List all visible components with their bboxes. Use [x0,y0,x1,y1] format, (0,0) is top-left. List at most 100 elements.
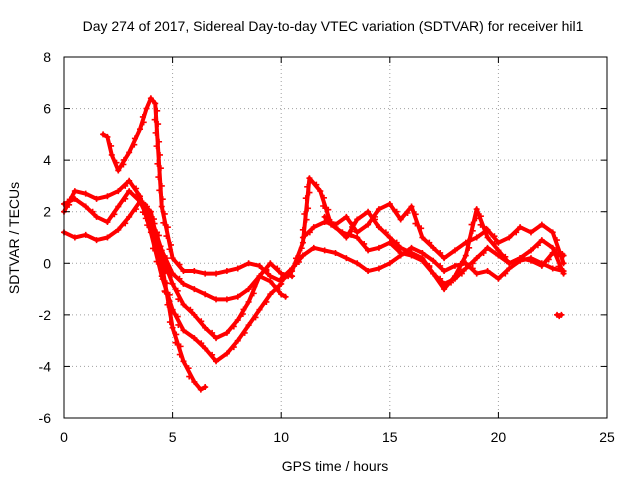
x-axis-ticks: 0 5 10 15 20 25 [60,57,615,445]
data-point [560,252,567,259]
data-point [306,229,313,236]
data-point [361,240,368,247]
data-point [549,229,556,236]
data-point [176,275,183,282]
data-point [151,220,158,227]
data-series [61,95,567,393]
data-point [267,278,274,285]
data-point [426,239,433,246]
data-point [155,174,162,181]
data-point [267,291,274,298]
data-point [191,311,198,318]
data-point [310,224,317,231]
data-point [464,238,471,245]
data-point [527,247,534,254]
plot-frame [63,56,608,419]
data-point [175,296,182,303]
data-point [365,208,372,215]
data-point [180,327,187,334]
data-point [386,234,393,241]
data-point [419,234,426,241]
data-point [393,208,400,215]
data-point [180,358,187,365]
data-point [457,260,464,267]
data-point [163,280,170,287]
data-point [306,175,313,182]
data-point [111,211,118,218]
data-point [108,151,115,158]
data-point [155,232,162,239]
data-point [174,287,181,294]
data-point [191,286,198,293]
data-point [298,245,305,252]
data-point [441,286,448,293]
data-point [517,255,524,262]
data-point [245,260,252,267]
data-point [230,323,237,330]
data-point [163,255,170,262]
data-point [397,244,404,251]
data-point [418,225,425,232]
data-point [328,219,335,226]
data-point [274,284,281,291]
data-point [430,270,437,277]
data-point [155,121,162,128]
data-point [502,270,509,277]
data-point [176,261,183,268]
data-point [131,141,138,148]
data-point [180,268,187,275]
data-point [484,268,491,275]
data-point [213,335,220,342]
data-point [137,195,144,202]
data-point [430,257,437,264]
data-point [172,339,179,346]
data-point [408,249,415,256]
x-tick-label: 15 [382,429,398,445]
data-point [164,301,171,308]
series-track-7 [278,244,567,282]
data-point [140,119,147,126]
data-point [202,291,209,298]
data-point [252,314,259,321]
data-point [191,378,198,385]
data-point [93,213,100,220]
data-point [325,206,332,213]
series-track-9 [321,206,567,293]
data-point [458,270,465,277]
data-point [197,386,204,393]
data-point [113,159,120,166]
data-point [538,262,545,269]
series-track-8 [299,200,567,267]
data-point [202,345,209,352]
data-point [169,324,176,331]
data-point [108,142,115,149]
data-point [437,278,444,285]
data-point [223,350,230,357]
data-point [306,189,313,196]
data-point [153,258,160,265]
data-point [506,234,513,241]
data-point [480,249,487,256]
data-point [303,216,310,223]
data-point [252,279,259,286]
data-point [538,221,545,228]
data-point [448,279,455,286]
data-point [408,244,415,251]
data-point [180,301,187,308]
data-point [375,265,382,272]
data-point [142,201,149,208]
data-point [162,268,169,275]
data-point [82,203,89,210]
data-point [256,262,263,269]
data-point [263,298,270,305]
data-point [299,239,306,246]
data-point [115,188,122,195]
data-point [278,270,285,277]
data-point [187,306,194,313]
y-tick-label: -4 [39,358,52,374]
data-point [332,249,339,256]
data-point [302,195,309,202]
data-point [159,196,166,203]
data-point [191,335,198,342]
data-point [462,265,469,272]
